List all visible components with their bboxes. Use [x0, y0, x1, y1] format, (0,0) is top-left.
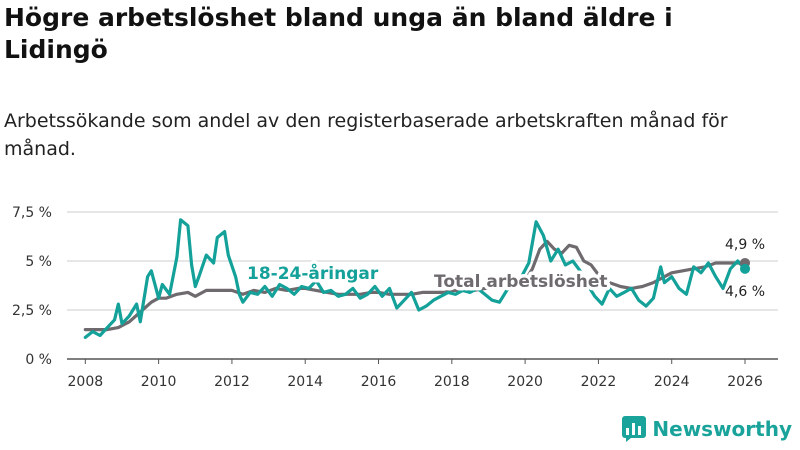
end-label-young: 4,6 % [725, 284, 765, 300]
chart-title: Högre arbetslöshet bland unga än bland ä… [4, 3, 673, 64]
x-tick-label: 2018 [434, 374, 470, 390]
series-endpoint-young [740, 263, 751, 274]
end-label-total: 4,9 % [725, 237, 765, 253]
brand-name: Newsworthy [652, 417, 792, 441]
x-tick-label: 2026 [727, 374, 763, 390]
y-tick-label: 2,5 % [12, 303, 52, 319]
chart-subtitle: Arbetssökande som andel av den registerb… [4, 110, 728, 160]
x-tick-label: 2014 [287, 374, 323, 390]
x-tick-label: 2010 [141, 374, 177, 390]
x-tick-label: 2024 [654, 374, 690, 390]
series-line-young [83, 218, 747, 339]
x-tick-label: 2012 [214, 374, 250, 390]
x-tick-label: 2016 [361, 374, 397, 390]
y-tick-label: 0 % [25, 352, 52, 368]
x-tick-label: 2022 [581, 374, 617, 390]
series-line-total [83, 239, 747, 332]
y-tick-label: 7,5 % [12, 205, 52, 221]
newsworthy-logo[interactable]: Newsworthy [622, 416, 792, 442]
x-tick-label: 2008 [68, 374, 104, 390]
x-tick-label: 2020 [507, 374, 543, 390]
bar-chart-logo-icon [622, 416, 647, 442]
series-label-total: Total arbetslöshet [434, 272, 608, 292]
series-label-young: 18-24-åringar [247, 262, 379, 284]
y-tick-label: 5 % [25, 254, 52, 270]
